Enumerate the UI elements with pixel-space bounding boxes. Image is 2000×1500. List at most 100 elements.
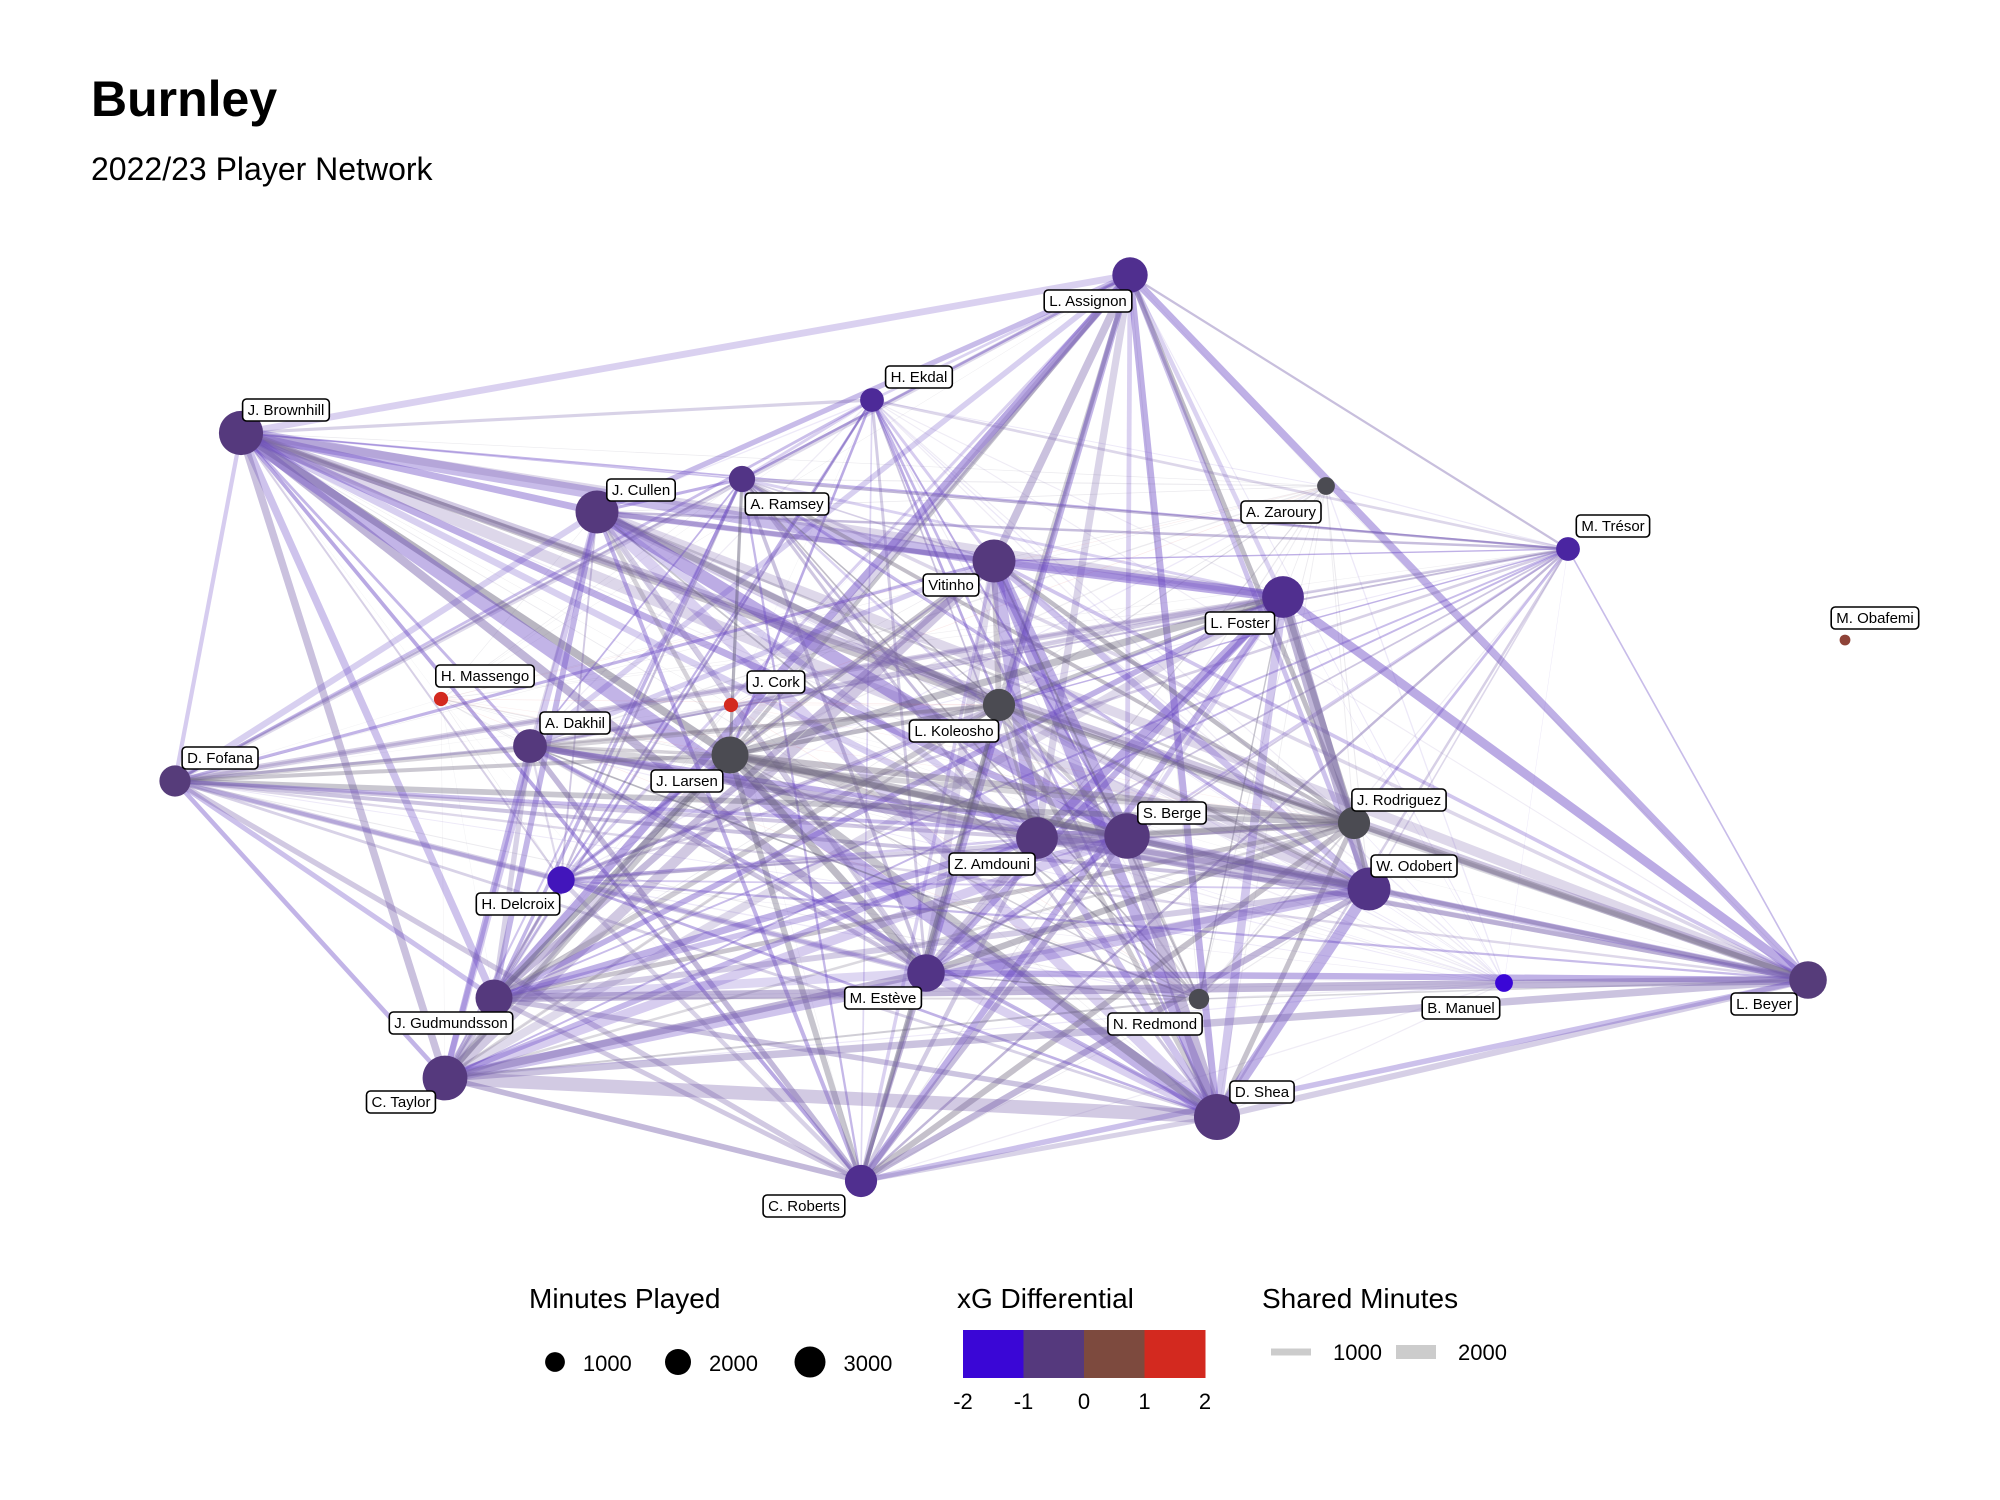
edge-j-cullen-z-amdouni xyxy=(594,509,1040,841)
edge-vitinho-d-fofana xyxy=(174,559,995,783)
edge-j-cullen-c-taylor xyxy=(441,511,601,1079)
label-text: D. Fofana xyxy=(187,750,254,767)
label-text: C. Roberts xyxy=(768,1198,840,1215)
edge-a-ramsey-l-beyer xyxy=(741,477,1809,982)
edge-l-foster-n-redmond xyxy=(1198,596,1284,1000)
label-box xyxy=(884,365,954,389)
chart-title: Burnley xyxy=(91,71,278,127)
edge-j-cork-j-gudmundsson xyxy=(493,704,732,999)
node-j-larsen xyxy=(711,736,749,774)
edge-vitinho-j-gudmundsson xyxy=(491,558,997,1001)
node-j-cork xyxy=(723,697,739,713)
node-l-assignon xyxy=(1112,257,1148,293)
label-text: J. Larsen xyxy=(656,773,718,790)
node-m-obafemi xyxy=(1839,634,1851,646)
edge-s-berge-c-taylor xyxy=(443,831,1129,1083)
edge-l-koleosho-a-dakhil xyxy=(529,703,1000,748)
edge-d-fofana-l-beyer xyxy=(174,779,1809,982)
edge-layer xyxy=(172,271,1811,1184)
edge-c-taylor-c-roberts xyxy=(444,1075,862,1184)
edge-j-cork-n-redmond xyxy=(730,704,1200,1000)
edge-j-brownhill-h-delcroix xyxy=(240,432,562,881)
edge-a-zaroury-c-roberts xyxy=(860,485,1327,1182)
label-text: M. Estève xyxy=(850,990,917,1007)
edge-m-tresor-n-redmond xyxy=(1198,548,1569,1000)
edge-b-manuel-j-gudmundsson xyxy=(493,982,1505,999)
edge-h-ekdal-d-shea xyxy=(870,399,1219,1118)
edge-l-assignon-a-zaroury xyxy=(1129,274,1327,487)
xg-legend-bin-2 xyxy=(1084,1330,1145,1378)
edge-j-brownhill-l-koleosho xyxy=(239,429,1001,709)
size-legend-label-2000: 2000 xyxy=(709,1351,758,1376)
edge-a-ramsey-s-berge xyxy=(741,478,1128,837)
edge-j-rodriguez-c-roberts xyxy=(859,820,1356,1184)
edge-a-ramsey-d-fofana xyxy=(174,478,743,782)
label-text: J. Rodriguez xyxy=(1357,792,1441,809)
label-box xyxy=(1351,788,1447,812)
label-box xyxy=(1137,801,1208,825)
edge-l-koleosho-j-gudmundsson xyxy=(492,702,1001,1001)
edge-j-brownhill-a-ramsey xyxy=(240,432,743,480)
edge-j-larsen-j-gudmundsson xyxy=(491,753,733,1000)
xg-legend-label: -2 xyxy=(953,1389,973,1414)
edge-d-fofana-j-larsen xyxy=(174,753,731,783)
edge-j-cullen-m-tresor xyxy=(596,510,1569,551)
edge-j-cork-d-shea xyxy=(730,704,1218,1118)
label-text: L. Koleosho xyxy=(914,723,993,740)
edge-a-ramsey-a-zaroury xyxy=(741,478,1327,487)
edge-z-amdouni-c-taylor xyxy=(443,835,1039,1081)
edge-w-odobert-d-shea xyxy=(1212,885,1374,1121)
edge-h-delcroix-c-roberts xyxy=(559,878,863,1183)
label-j-rodriguez: J. Rodriguez xyxy=(1351,788,1447,812)
edge-h-ekdal-j-larsen xyxy=(728,399,874,756)
edge-m-tresor-l-beyer xyxy=(1567,548,1809,981)
shared-minutes-legend: Shared Minutes 1000 2000 xyxy=(1262,1283,1507,1365)
edge-h-massengo-c-roberts xyxy=(440,698,862,1182)
edge-n-redmond-b-manuel xyxy=(1198,982,1505,1000)
edge-a-dakhil-n-redmond xyxy=(529,745,1200,1000)
label-l-koleosho: L. Koleosho xyxy=(908,719,1000,743)
label-text: J. Cullen xyxy=(612,482,670,499)
edge-vitinho-j-rodriguez xyxy=(992,559,1356,825)
edge-m-tresor-z-amdouni xyxy=(1036,548,1569,839)
label-z-amdouni: Z. Amdouni xyxy=(948,852,1036,876)
edge-l-assignon-z-amdouni xyxy=(1033,274,1134,839)
edge-vitinho-l-koleosho xyxy=(991,560,1002,706)
edge-l-koleosho-c-roberts xyxy=(858,704,1002,1182)
edge-j-cullen-w-odobert xyxy=(594,507,1372,894)
edge-w-odobert-b-manuel xyxy=(1368,888,1505,984)
edge-j-larsen-z-amdouni xyxy=(729,752,1038,841)
edge-m-tresor-s-berge xyxy=(1126,547,1569,838)
node-a-dakhil xyxy=(513,729,547,763)
node-m-tresor xyxy=(1556,537,1580,561)
edge-w-odobert-n-redmond xyxy=(1198,888,1370,1000)
edge-l-assignon-s-berge xyxy=(1124,274,1133,837)
edge-l-foster-j-larsen xyxy=(728,593,1285,759)
edge-vitinho-l-foster xyxy=(993,555,1284,603)
edge-z-amdouni-d-shea xyxy=(1034,836,1220,1119)
edge-b-manuel-c-taylor xyxy=(444,982,1505,1079)
edge-l-assignon-d-shea xyxy=(1126,274,1221,1118)
edge-d-fofana-n-redmond xyxy=(174,780,1200,1000)
edge-vitinho-b-manuel xyxy=(993,560,1505,984)
edge-s-berge-m-esteve xyxy=(924,833,1129,976)
edge-j-cullen-vitinho xyxy=(596,509,995,564)
size-legend-swatch-1000 xyxy=(545,1352,565,1372)
edge-j-brownhill-d-fofana xyxy=(172,432,244,782)
label-c-taylor: C. Taylor xyxy=(365,1090,437,1114)
edge-l-assignon-d-fofana xyxy=(173,272,1132,784)
label-d-fofana: D. Fofana xyxy=(181,746,259,770)
edge-j-brownhill-j-cork xyxy=(240,432,732,706)
edge-l-assignon-m-tresor xyxy=(1129,274,1569,550)
edge-l-koleosho-n-redmond xyxy=(998,704,1200,1000)
edge-j-cullen-j-gudmundsson xyxy=(491,511,600,999)
edge-z-amdouni-n-redmond xyxy=(1036,837,1200,1000)
edge-m-tresor-j-gudmundsson xyxy=(493,548,1569,999)
edge-d-fofana-j-gudmundsson xyxy=(173,778,496,1001)
edge-j-brownhill-j-rodriguez xyxy=(240,431,1355,825)
edge-l-koleosho-m-esteve xyxy=(924,704,1001,974)
label-l-assignon: L. Assignon xyxy=(1043,289,1133,313)
edge-z-amdouni-c-roberts xyxy=(859,836,1039,1183)
edge-vitinho-w-odobert xyxy=(991,558,1372,892)
edge-a-dakhil-j-rodriguez xyxy=(529,743,1355,826)
